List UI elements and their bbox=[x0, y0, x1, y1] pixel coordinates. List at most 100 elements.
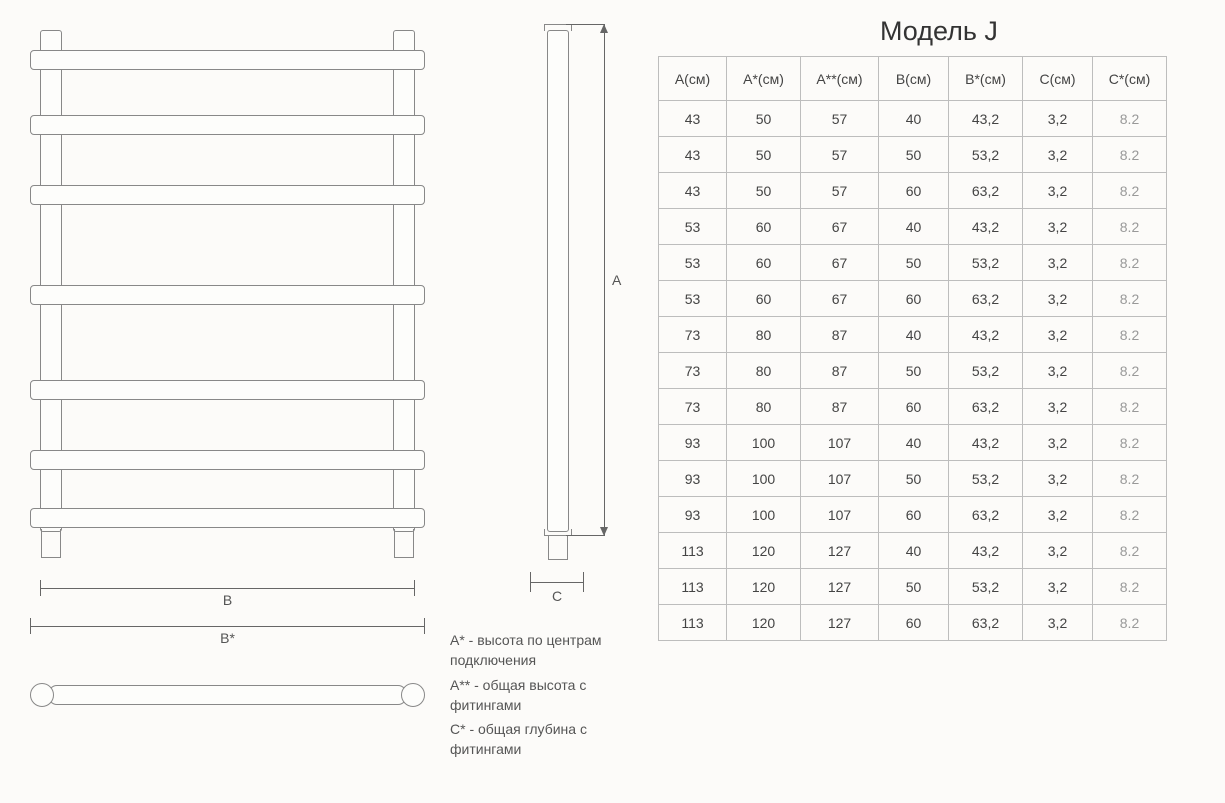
cell-10-5: 3,2 bbox=[1023, 461, 1093, 497]
top-bar bbox=[48, 685, 407, 705]
cell-3-4: 43,2 bbox=[949, 209, 1023, 245]
cell-7-0: 73 bbox=[659, 353, 727, 389]
cell-10-0: 93 bbox=[659, 461, 727, 497]
cell-14-5: 3,2 bbox=[1023, 605, 1093, 641]
col-header-4: B*(см) bbox=[949, 57, 1023, 101]
table-row: 4350576063,23,28.2 bbox=[659, 173, 1167, 209]
cell-0-1: 50 bbox=[727, 101, 801, 137]
top-ring-left bbox=[30, 683, 54, 707]
cell-2-3: 60 bbox=[879, 173, 949, 209]
dimension-bstar-label: B* bbox=[220, 630, 235, 646]
cell-1-6: 8.2 bbox=[1093, 137, 1167, 173]
front-rung-5 bbox=[30, 450, 425, 470]
page-title: Модель J bbox=[880, 16, 998, 47]
front-rung-4 bbox=[30, 380, 425, 400]
cell-3-2: 67 bbox=[801, 209, 879, 245]
cell-9-5: 3,2 bbox=[1023, 425, 1093, 461]
cell-2-4: 63,2 bbox=[949, 173, 1023, 209]
front-rung-6 bbox=[30, 508, 425, 528]
dimension-b-label: B bbox=[223, 592, 232, 608]
cell-12-0: 113 bbox=[659, 533, 727, 569]
cell-6-3: 40 bbox=[879, 317, 949, 353]
cell-7-2: 87 bbox=[801, 353, 879, 389]
cell-13-2: 127 bbox=[801, 569, 879, 605]
col-header-3: B(см) bbox=[879, 57, 949, 101]
cell-13-4: 53,2 bbox=[949, 569, 1023, 605]
table-row: 931001074043,23,28.2 bbox=[659, 425, 1167, 461]
legend-cstar: C* - общая глубина с фитингами bbox=[450, 719, 640, 760]
legend: A* - высота по центрам подключения A** -… bbox=[450, 630, 640, 764]
table-row: 4350574043,23,28.2 bbox=[659, 101, 1167, 137]
cell-11-6: 8.2 bbox=[1093, 497, 1167, 533]
cell-10-6: 8.2 bbox=[1093, 461, 1167, 497]
cell-2-0: 43 bbox=[659, 173, 727, 209]
cell-7-5: 3,2 bbox=[1023, 353, 1093, 389]
cell-6-5: 3,2 bbox=[1023, 317, 1093, 353]
cell-1-5: 3,2 bbox=[1023, 137, 1093, 173]
cell-5-4: 63,2 bbox=[949, 281, 1023, 317]
col-header-5: C(см) bbox=[1023, 57, 1093, 101]
cell-9-3: 40 bbox=[879, 425, 949, 461]
cell-8-3: 60 bbox=[879, 389, 949, 425]
cell-0-0: 43 bbox=[659, 101, 727, 137]
cell-1-3: 50 bbox=[879, 137, 949, 173]
top-ring-right bbox=[401, 683, 425, 707]
cell-9-2: 107 bbox=[801, 425, 879, 461]
cell-2-1: 50 bbox=[727, 173, 801, 209]
table-row: 7380875053,23,28.2 bbox=[659, 353, 1167, 389]
cell-2-2: 57 bbox=[801, 173, 879, 209]
cell-14-3: 60 bbox=[879, 605, 949, 641]
table-row: 7380874043,23,28.2 bbox=[659, 317, 1167, 353]
cell-4-1: 60 bbox=[727, 245, 801, 281]
cell-14-4: 63,2 bbox=[949, 605, 1023, 641]
cell-8-1: 80 bbox=[727, 389, 801, 425]
cell-8-2: 87 bbox=[801, 389, 879, 425]
cell-5-0: 53 bbox=[659, 281, 727, 317]
col-header-0: A(см) bbox=[659, 57, 727, 101]
cell-3-1: 60 bbox=[727, 209, 801, 245]
cell-4-0: 53 bbox=[659, 245, 727, 281]
cell-9-1: 100 bbox=[727, 425, 801, 461]
cell-9-6: 8.2 bbox=[1093, 425, 1167, 461]
cell-5-6: 8.2 bbox=[1093, 281, 1167, 317]
front-foot-right bbox=[394, 529, 414, 558]
cell-3-0: 53 bbox=[659, 209, 727, 245]
cell-14-6: 8.2 bbox=[1093, 605, 1167, 641]
table-row: 5360675053,23,28.2 bbox=[659, 245, 1167, 281]
cell-10-4: 53,2 bbox=[949, 461, 1023, 497]
cell-8-0: 73 bbox=[659, 389, 727, 425]
cell-6-6: 8.2 bbox=[1093, 317, 1167, 353]
cell-13-0: 113 bbox=[659, 569, 727, 605]
cell-4-3: 50 bbox=[879, 245, 949, 281]
cell-2-5: 3,2 bbox=[1023, 173, 1093, 209]
cell-14-1: 120 bbox=[727, 605, 801, 641]
cell-2-6: 8.2 bbox=[1093, 173, 1167, 209]
cell-11-2: 107 bbox=[801, 497, 879, 533]
cell-1-4: 53,2 bbox=[949, 137, 1023, 173]
cell-3-6: 8.2 bbox=[1093, 209, 1167, 245]
cell-13-3: 50 bbox=[879, 569, 949, 605]
col-header-1: A*(см) bbox=[727, 57, 801, 101]
cell-9-0: 93 bbox=[659, 425, 727, 461]
cell-10-2: 107 bbox=[801, 461, 879, 497]
cell-6-2: 87 bbox=[801, 317, 879, 353]
legend-astar2: A** - общая высота с фитингами bbox=[450, 675, 640, 716]
cell-0-6: 8.2 bbox=[1093, 101, 1167, 137]
dimension-c-label: C bbox=[552, 588, 562, 604]
col-header-2: A**(см) bbox=[801, 57, 879, 101]
dimension-a: A bbox=[596, 24, 616, 536]
table-row: 1131201276063,23,28.2 bbox=[659, 605, 1167, 641]
cell-0-3: 40 bbox=[879, 101, 949, 137]
table-row: 1131201275053,23,28.2 bbox=[659, 569, 1167, 605]
cell-13-6: 8.2 bbox=[1093, 569, 1167, 605]
cell-4-4: 53,2 bbox=[949, 245, 1023, 281]
front-rung-1 bbox=[30, 115, 425, 135]
cell-11-4: 63,2 bbox=[949, 497, 1023, 533]
cell-0-2: 57 bbox=[801, 101, 879, 137]
cell-11-5: 3,2 bbox=[1023, 497, 1093, 533]
cell-8-6: 8.2 bbox=[1093, 389, 1167, 425]
cell-8-5: 3,2 bbox=[1023, 389, 1093, 425]
col-header-6: C*(см) bbox=[1093, 57, 1167, 101]
table-row: 931001075053,23,28.2 bbox=[659, 461, 1167, 497]
cell-5-5: 3,2 bbox=[1023, 281, 1093, 317]
